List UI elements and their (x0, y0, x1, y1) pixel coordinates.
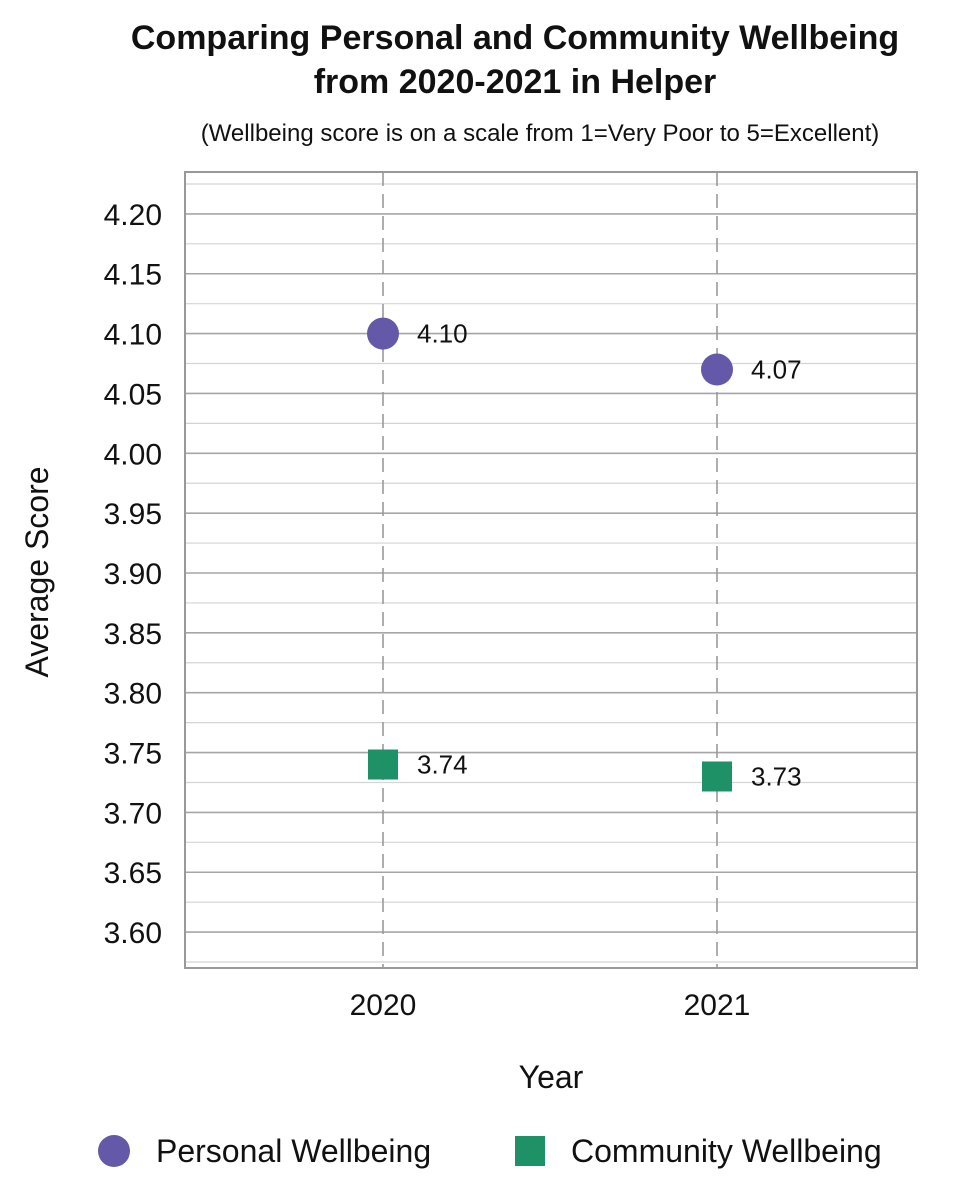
data-marks (367, 317, 733, 792)
chart-plot: 3.60 3.65 3.70 3.75 3.80 3.85 3.90 3.95 4.00 4.05… (19, 171, 918, 1095)
y-tick-label: 3.60 (104, 917, 162, 950)
x-tick-labels: 2020 2021 (350, 989, 751, 1022)
personal-wellbeing-data-label: 4.07 (751, 355, 802, 385)
legend-item-personal-wellbeing: Personal Wellbeing (98, 1126, 431, 1176)
personal-wellbeing-point (701, 353, 733, 386)
y-tick-label: 3.70 (104, 797, 162, 830)
y-tick-label: 3.95 (104, 498, 162, 531)
y-tick-labels: 3.60 3.65 3.70 3.75 3.80 3.85 3.90 3.95 4.00 4.05… (104, 199, 162, 950)
community-wellbeing-data-label: 3.73 (751, 761, 802, 791)
legend-square-marker (515, 1136, 545, 1166)
y-tick-label: 4.20 (104, 199, 162, 232)
legend-label-community: Community Wellbeing (571, 1132, 882, 1169)
data-labels: 4.10 4.07 3.74 3.73 (417, 319, 802, 792)
grid-lines (184, 171, 918, 969)
legend-label-personal: Personal Wellbeing (156, 1132, 432, 1169)
chart-title-line-2: from 2020-2021 in Helper (313, 63, 717, 101)
y-tick-label: 3.90 (104, 558, 162, 591)
legend: Personal Wellbeing Community Wellbeing (0, 1126, 960, 1176)
y-tick-label: 3.85 (104, 618, 162, 651)
y-tick-label: 4.05 (104, 378, 162, 411)
y-tick-label: 3.80 (104, 678, 162, 711)
personal-wellbeing-point (367, 317, 399, 350)
legend-circle-marker (98, 1135, 130, 1167)
y-tick-label: 3.75 (104, 738, 162, 771)
chart-subtitle: (Wellbeing score is on a scale from 1=Ve… (200, 120, 880, 147)
chart-title-line-1: Comparing Personal and Community Wellbei… (130, 19, 900, 57)
plot-border (184, 171, 918, 969)
y-tick-label: 3.65 (104, 857, 162, 890)
community-wellbeing-point (702, 761, 732, 792)
legend-item-community-wellbeing: Community Wellbeing (515, 1126, 882, 1176)
community-wellbeing-data-label: 3.74 (417, 750, 468, 780)
y-tick-label: 4.00 (104, 438, 162, 471)
community-wellbeing-point (368, 749, 398, 780)
y-axis-title: Average Score (19, 466, 55, 677)
x-tick-label: 2020 (350, 989, 417, 1022)
x-axis-title: Year (519, 1059, 584, 1095)
x-tick-label: 2021 (684, 989, 751, 1022)
y-tick-label: 4.10 (104, 319, 162, 352)
y-tick-label: 4.15 (104, 259, 162, 292)
personal-wellbeing-data-label: 4.10 (417, 319, 468, 349)
